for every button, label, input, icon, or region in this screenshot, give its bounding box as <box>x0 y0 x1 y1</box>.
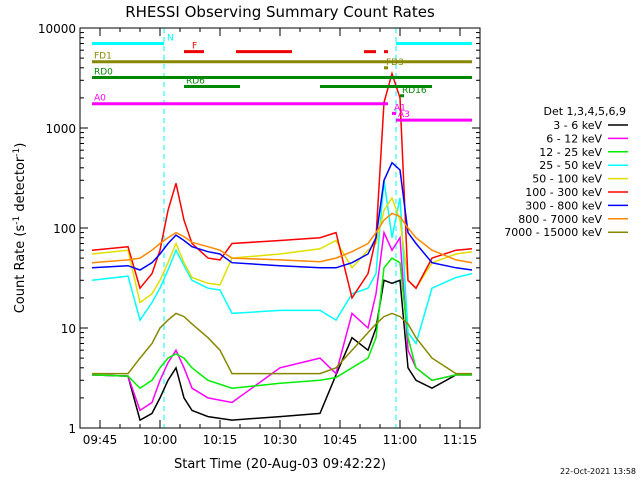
x-tick-label-0: 09:45 <box>83 433 118 447</box>
series-line-8 <box>92 312 472 375</box>
flag-label-4: RD0 <box>94 67 113 77</box>
legend-label-7: 800 - 7000 keV <box>518 213 602 226</box>
plot-area <box>91 28 473 428</box>
flag-label-0: N <box>167 33 174 43</box>
legend-title: Det 1,3,4,5,6,9 <box>543 105 626 118</box>
x-tick-label-3: 10:30 <box>263 433 298 447</box>
series-line-4 <box>91 196 473 304</box>
flag-label-7: A0 <box>94 94 106 104</box>
legend-label-5: 100 - 300 keV <box>525 186 602 199</box>
y-axis-label-sup: -1 <box>12 216 22 225</box>
flag-label-3: FD3 <box>386 58 404 68</box>
flag-label-5: RD6 <box>186 77 205 87</box>
y-tick-label-1: 10 <box>61 322 76 336</box>
x-tick-label-6: 11:15 <box>443 433 478 447</box>
flag-label-6: RD16 <box>402 86 427 96</box>
x-tick-label-4: 10:45 <box>323 433 358 447</box>
series-line-5 <box>91 71 473 300</box>
y-tick-label-4: 10000 <box>38 22 76 36</box>
legend-label-3: 25 - 50 keV <box>539 159 602 172</box>
x-tick-label-1: 10:00 <box>143 433 178 447</box>
series-line-2 <box>91 257 472 390</box>
y-axis-label-tail: detector <box>13 156 28 216</box>
series-line-1 <box>91 229 472 412</box>
flag-label-2: FD1 <box>94 52 112 62</box>
legend-label-4: 50 - 100 keV <box>532 173 602 186</box>
y-axis-label: Count Rate (s-1 detector-1) <box>12 143 28 314</box>
legend-label-1: 6 - 12 keV <box>546 132 602 145</box>
series-line-3 <box>91 180 473 346</box>
x-axis-label: Start Time (20-Aug-03 09:42:22) <box>174 457 386 472</box>
legend-label-6: 300 - 800 keV <box>525 199 602 212</box>
y-tick-label-2: 100 <box>53 222 76 236</box>
y-tick-label-0: 1 <box>68 422 76 436</box>
legend-label-8: 7000 - 15000 keV <box>504 226 602 239</box>
y-tick-label-3: 1000 <box>45 122 76 136</box>
chart-title: RHESSI Observing Summary Count Rates <box>125 3 435 21</box>
legend-label-0: 3 - 6 keV <box>553 119 602 132</box>
flag-label-8: A1 <box>394 103 406 113</box>
flag-label-9: A3 <box>398 110 410 120</box>
flag-label-1: F <box>192 42 197 52</box>
series-line-6 <box>91 161 473 271</box>
x-tick-label-5: 11:00 <box>383 433 418 447</box>
y-axis-label-main: Count Rate (s <box>13 225 28 314</box>
y-axis-label-end: ) <box>13 143 28 148</box>
x-tick-label-2: 10:15 <box>203 433 238 447</box>
legend-label-2: 12 - 25 keV <box>539 146 602 159</box>
axes: 09:45 10:00 10:15 10:30 10:45 11:00 11:15 1 10 10… <box>38 22 481 447</box>
y-axis-label-sup2: -1 <box>12 148 22 157</box>
series-line-0 <box>91 279 472 422</box>
series-line-7 <box>91 212 473 264</box>
footer-timestamp: 22-Oct-2021 13:58 <box>560 467 636 476</box>
